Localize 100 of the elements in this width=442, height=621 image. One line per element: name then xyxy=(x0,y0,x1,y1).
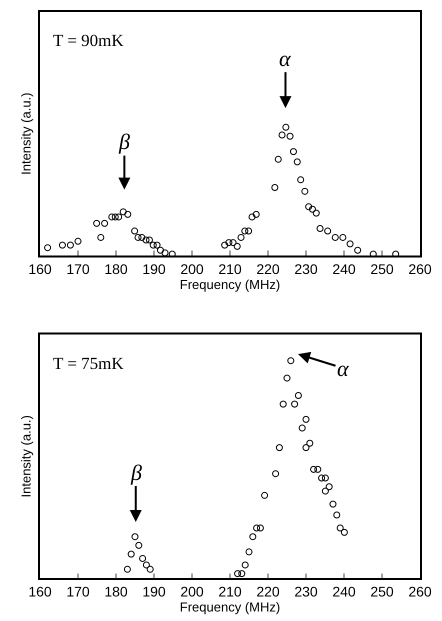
point xyxy=(225,239,232,246)
point xyxy=(249,533,256,540)
x-tick-label: 200 xyxy=(180,584,204,600)
point xyxy=(162,249,169,256)
point xyxy=(146,566,154,573)
point xyxy=(294,392,302,399)
x-axis-title: Frequency (MHz) xyxy=(180,600,280,615)
point xyxy=(154,242,161,249)
point xyxy=(261,492,268,499)
x-tick-label: 260 xyxy=(408,584,432,600)
point xyxy=(142,561,150,568)
point xyxy=(276,444,283,452)
annotation: T = 75mK xyxy=(53,354,124,373)
point xyxy=(278,131,286,138)
point xyxy=(294,158,301,166)
point xyxy=(284,374,290,382)
point xyxy=(230,239,237,246)
x-tick-label: 230 xyxy=(294,260,318,277)
point xyxy=(392,250,400,258)
point xyxy=(290,148,297,156)
point xyxy=(101,220,108,227)
point xyxy=(318,474,326,482)
x-axis-title: Frequency (MHz) xyxy=(180,276,280,292)
point xyxy=(316,224,324,232)
point xyxy=(146,236,153,244)
x-tick-label: 160 xyxy=(28,584,52,600)
point xyxy=(306,440,314,447)
point xyxy=(286,132,294,140)
point xyxy=(340,528,348,536)
point xyxy=(97,234,104,241)
point xyxy=(120,208,127,216)
point xyxy=(115,213,122,220)
point xyxy=(308,206,316,213)
point xyxy=(245,228,252,235)
point xyxy=(124,210,132,218)
point xyxy=(234,242,241,250)
point xyxy=(291,400,298,408)
x-tick-label: 180 xyxy=(104,260,128,277)
point xyxy=(282,124,290,131)
point xyxy=(138,234,146,241)
point xyxy=(128,550,135,558)
point xyxy=(272,470,280,478)
point xyxy=(139,554,146,562)
x-tick-label: 170 xyxy=(66,260,90,277)
point xyxy=(74,238,82,245)
point xyxy=(305,203,312,210)
x-tick-label: 190 xyxy=(142,260,166,277)
point xyxy=(221,242,228,249)
point xyxy=(248,213,256,220)
point xyxy=(302,416,310,423)
point xyxy=(246,548,252,556)
annotation: β xyxy=(130,460,142,485)
point xyxy=(135,542,142,549)
point xyxy=(256,524,264,532)
x-tick-label: 250 xyxy=(370,260,394,277)
y-axis-title: Intensity (a.u.) xyxy=(18,415,34,498)
point xyxy=(333,511,340,518)
point xyxy=(346,240,354,248)
point xyxy=(108,213,116,220)
point xyxy=(370,250,377,258)
point xyxy=(44,244,52,252)
x-tick-label: 220 xyxy=(256,584,280,600)
point xyxy=(297,176,304,184)
y-axis-title: Intensity (a.u.) xyxy=(18,92,34,175)
point xyxy=(168,250,176,258)
text: α xyxy=(279,46,291,71)
point xyxy=(322,488,329,495)
point xyxy=(58,242,66,249)
point xyxy=(354,246,362,254)
x-tick-label: 260 xyxy=(408,260,432,277)
point xyxy=(271,184,278,191)
point xyxy=(329,500,336,508)
x-tick-label: 200 xyxy=(180,260,204,277)
point xyxy=(332,234,339,241)
point xyxy=(287,357,294,364)
x-tick-label: 230 xyxy=(294,584,318,600)
point xyxy=(310,466,318,473)
point xyxy=(238,570,246,578)
x-tick-label: 210 xyxy=(218,260,242,277)
point xyxy=(234,570,242,578)
point xyxy=(134,234,142,241)
point xyxy=(339,234,346,241)
annotation: β xyxy=(118,129,130,154)
x-tick-label: 190 xyxy=(142,584,166,600)
point xyxy=(142,236,150,244)
point xyxy=(324,228,332,235)
point xyxy=(131,228,138,235)
point xyxy=(298,424,306,432)
annotation: α xyxy=(337,356,349,381)
point xyxy=(66,242,74,249)
point xyxy=(150,242,157,249)
x-tick-label: 250 xyxy=(370,584,394,600)
point xyxy=(124,566,131,573)
point xyxy=(132,533,138,540)
point xyxy=(322,474,329,482)
point xyxy=(312,210,320,217)
x-tick-label: 210 xyxy=(218,584,242,600)
x-tick-label: 240 xyxy=(332,584,356,600)
point xyxy=(302,444,310,452)
point xyxy=(241,228,248,235)
